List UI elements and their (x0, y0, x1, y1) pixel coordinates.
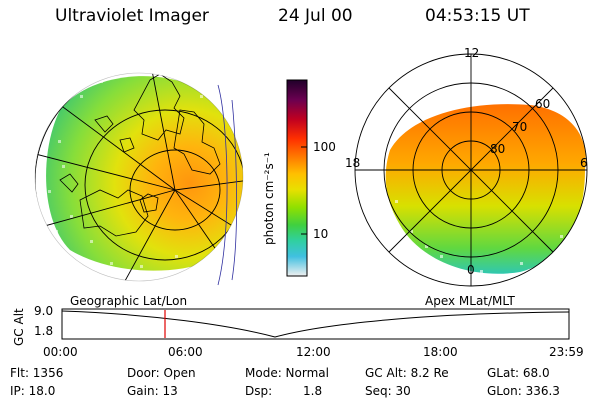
info-dsp-value: 1.8 (303, 384, 323, 398)
altitude-plot (61, 308, 570, 340)
mlt-label-12: 12 (464, 46, 480, 60)
mlat-label-70: 70 (512, 120, 528, 134)
apex-polar-plot (354, 53, 588, 287)
info-seq: Seq: 30 (365, 384, 411, 398)
info-glon: GLon: 336.3 (487, 384, 560, 398)
xtick-1800: 18:00 (423, 345, 458, 359)
info-gain: Gain: 13 (127, 384, 178, 398)
info-glat: GLat: 68.0 (487, 366, 550, 380)
mlt-label-0: 0 (467, 263, 475, 277)
xtick-0600: 06:00 (168, 345, 203, 359)
mlt-label-6: 6 (580, 156, 588, 170)
mlat-label-80: 80 (490, 142, 506, 156)
xtick-1200: 12:00 (296, 345, 331, 359)
mlt-label-18: 18 (345, 156, 361, 170)
info-dsp-label: Dsp: (245, 384, 273, 398)
colorbar (286, 79, 308, 277)
altitude-ylabel: GC Alt (12, 308, 26, 346)
altitude-ytick-top: 9.0 (34, 304, 54, 318)
colorbar-tick-10: 10 (313, 227, 329, 241)
right-panel-caption: Apex MLat/MLT (425, 294, 515, 308)
info-ip: IP: 18.0 (10, 384, 56, 398)
info-mode: Mode: Normal (245, 366, 329, 380)
info-door: Door: Open (127, 366, 196, 380)
time-label: 04:53:15 UT (425, 6, 530, 26)
xtick-2359: 23:59 (549, 345, 584, 359)
date-label: 24 Jul 00 (278, 6, 353, 26)
altitude-ytick-bottom: 1.8 (34, 324, 54, 338)
colorbar-unit-label: photon cm⁻²s⁻¹ (262, 152, 276, 245)
left-panel-caption: Geographic Lat/Lon (70, 294, 188, 308)
info-gc-alt: GC Alt: 8.2 Re (365, 366, 449, 380)
info-flt: Flt: 1356 (10, 366, 64, 380)
app-title: Ultraviolet Imager (55, 6, 209, 26)
mlat-label-60: 60 (535, 97, 551, 111)
colorbar-tick-100: 100 (313, 140, 336, 154)
geographic-image (34, 72, 244, 286)
xtick-0000: 00:00 (43, 345, 78, 359)
